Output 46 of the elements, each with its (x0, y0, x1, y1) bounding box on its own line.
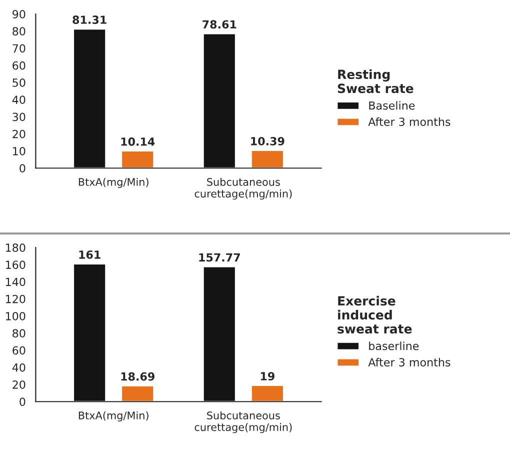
y-tick-label: 10 (13, 146, 26, 156)
bar (72, 28, 106, 168)
y-tick-label: 0 (20, 164, 26, 172)
legend-title: Exercise induced sweat rate (338, 296, 412, 334)
x-tick-label: Subcutaneous curettage(mg/min) (194, 178, 292, 200)
y-tick-label: 30 (12, 112, 26, 122)
y-tick-label: 120 (6, 294, 26, 304)
bar (250, 384, 284, 402)
data-label: 81.31 (72, 16, 106, 24)
legend-label: After 3 months (368, 117, 450, 126)
y-tick-label: 20 (12, 380, 26, 389)
data-label: 18.69 (121, 372, 154, 381)
y-tick-label: 140 (6, 278, 26, 286)
y-tick-label: 70 (12, 44, 26, 53)
data-label: 78.61 (202, 20, 236, 29)
legend-label: After 3 months (368, 358, 450, 366)
x-tick-label: BtxA(mg/Min) (78, 178, 148, 188)
y-tick-label: 180 (6, 243, 26, 252)
y-tick-label: 20 (12, 130, 26, 138)
bar (202, 32, 236, 168)
data-label: 157.77 (199, 253, 240, 262)
data-label: 19 (260, 372, 274, 380)
data-label: 10.39 (251, 136, 284, 146)
y-tick-label: 90 (12, 10, 26, 18)
y-tick-label: 60 (12, 346, 26, 355)
y-tick-label: 40 (12, 96, 26, 104)
bar (72, 263, 106, 402)
y-tick-label: 60 (12, 61, 26, 70)
data-label: 161 (79, 250, 100, 259)
y-tick-label: 100 (6, 312, 26, 320)
y-tick-label: 160 (6, 260, 26, 270)
x-tick-label: Subcutaneous curettage(mg/min) (194, 411, 292, 434)
y-tick-label: 50 (12, 78, 26, 87)
y-tick-label: 0 (20, 398, 26, 406)
legend-title: Resting Sweat rate (338, 69, 414, 94)
bar (120, 384, 155, 402)
y-tick-label: 80 (12, 329, 26, 338)
bar (202, 266, 236, 402)
data-label: 10.14 (121, 137, 155, 146)
legend-label: Baseline (369, 101, 415, 110)
y-tick-label: 40 (12, 363, 26, 372)
y-tick-label: 80 (12, 27, 26, 36)
bar (120, 150, 155, 168)
legend-label: baserline (369, 342, 419, 350)
x-tick-label: BtxA(mg/Min) (78, 411, 148, 422)
bar (250, 150, 284, 168)
